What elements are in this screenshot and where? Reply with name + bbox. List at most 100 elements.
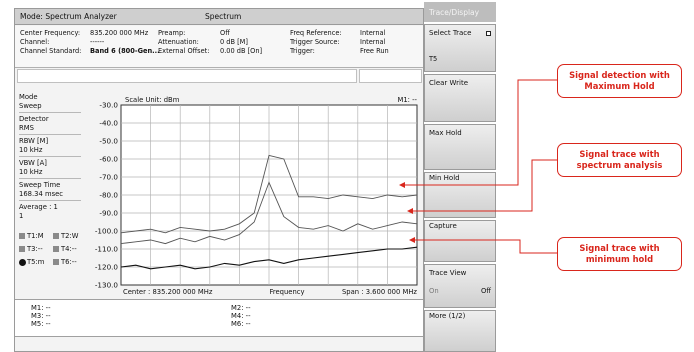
info-value: Free Run (360, 47, 389, 55)
info-label: Channel: (20, 38, 50, 46)
clear-write-button[interactable]: Clear Write (424, 74, 496, 122)
callout-max-hold: Signal detection with Maximum Hold (557, 64, 682, 98)
y-tick-label: -130.0 (95, 281, 119, 290)
arrow-max-hold (399, 79, 557, 188)
trace-2-icon (53, 233, 59, 239)
spectrum-analyzer-window: Mode: Spectrum Analyzer Spectrum Center … (14, 8, 424, 352)
mode-title: Mode: Spectrum Analyzer (20, 12, 117, 21)
trace-view-off-option: Off (480, 287, 491, 295)
measurement-info-panel: Center Frequency: 835.200 000 MHz Preamp… (15, 26, 423, 68)
info-label: External Offset: (158, 47, 210, 55)
info-value: Band 6 (800-Gen... (90, 47, 160, 55)
trace-4-label[interactable]: T4:-- (61, 245, 77, 253)
marker-1-readout: M1: -- (31, 304, 51, 312)
marker-2-readout: M2: -- (231, 304, 251, 312)
marker-readout-panel: M1: -- M3: -- M5: -- M2: -- M4: -- M6: -… (15, 299, 423, 337)
y-tick-label: -60.0 (99, 155, 118, 164)
marker-3-readout: M3: -- (31, 312, 51, 320)
arrow-min-hold (409, 237, 557, 254)
trace-6-label[interactable]: T6:-- (61, 258, 77, 266)
marker-6-readout: M6: -- (231, 320, 251, 328)
min-hold-button[interactable]: Min Hold (424, 172, 496, 218)
spectrum-trace (120, 181, 418, 245)
trace-5-label[interactable]: T5:m (27, 258, 45, 266)
select-trace-label: Select Trace (429, 29, 472, 37)
trace-view-label: Trace View (429, 269, 467, 277)
max-hold-label: Max Hold (429, 129, 462, 137)
callout-min-hold: Signal trace with minimum hold (557, 237, 682, 271)
info-label: Channel Standard: (20, 47, 82, 55)
info-value: Internal (360, 38, 386, 46)
divider (19, 156, 81, 157)
marker-5-readout: M5: -- (31, 320, 51, 328)
min-hold-trace (120, 246, 418, 270)
sweep-time-value: 168.34 msec (19, 190, 64, 198)
capture-label: Capture (429, 222, 457, 230)
divider (19, 178, 81, 179)
y-tick-label: -80.0 (99, 191, 118, 200)
softkey-menu-title: Trace/Display (424, 2, 496, 22)
y-tick-label: -40.0 (99, 119, 118, 128)
y-tick-label: -70.0 (99, 173, 118, 182)
max-hold-button[interactable]: Max Hold (424, 124, 496, 170)
trace-3-icon (19, 246, 25, 252)
submenu-icon (486, 31, 491, 36)
more-button[interactable]: More (1/2) (424, 310, 496, 352)
capture-button[interactable]: Capture (424, 220, 496, 262)
softkey-panel: Trace/Display Select Trace T5 Clear Writ… (424, 2, 496, 352)
max-hold-trace (120, 154, 418, 234)
average-label: Average : 1 (19, 203, 58, 211)
info-label: Trigger Source: (290, 38, 340, 46)
info-label: Preamp: (158, 29, 186, 37)
trace-4-icon (53, 246, 59, 252)
y-tick-label: -90.0 (99, 209, 118, 218)
trace-3-label[interactable]: T3:-- (27, 245, 43, 253)
scale-unit-label: Scale Unit: dBm (125, 96, 180, 104)
trace-6-icon (53, 259, 59, 265)
spectrum-chart: -30.0 -40.0 -50.0 -60.0 -70.0 -80.0 -90.0 -100.… (95, 96, 418, 296)
info-value: Off (220, 29, 230, 37)
vbw-label: VBW [A] (19, 159, 47, 167)
trace-view-on-option: On (429, 287, 439, 295)
mode-value: Sweep (19, 102, 42, 110)
span-label: Span : 3.600 000 MHz (342, 288, 417, 296)
x-axis-label: Frequency (269, 288, 304, 296)
sweep-time-label: Sweep Time (19, 181, 61, 189)
center-frequency-label: Center : 835.200 000 MHz (123, 288, 213, 296)
detector-value: RMS (19, 124, 34, 132)
marker-1-chart-readout: M1: -- (397, 96, 417, 104)
screen-title: Spectrum (205, 12, 242, 21)
status-strip-right (359, 69, 422, 83)
info-value: 835.200 000 MHz (90, 29, 149, 37)
y-tick-label: -30.0 (99, 101, 118, 110)
trace-1-icon (19, 233, 25, 239)
divider (19, 200, 81, 201)
y-tick-label: -100.0 (95, 227, 119, 236)
y-tick-label: -50.0 (99, 137, 118, 146)
mode-label: Mode (19, 93, 38, 101)
marker-4-readout: M4: -- (231, 312, 251, 320)
select-trace-value: T5 (429, 55, 438, 63)
trace-1-label[interactable]: T1:M (27, 232, 44, 240)
info-label: Freq Reference: (290, 29, 342, 37)
trace-5-active-icon (19, 259, 26, 266)
clear-write-label: Clear Write (429, 79, 469, 87)
info-value: 0 dB [M] (220, 38, 248, 46)
average-value: 1 (19, 212, 24, 220)
callout-spectrum: Signal trace with spectrum analysis (557, 143, 682, 177)
rbw-label: RBW [M] (19, 137, 49, 145)
info-value: ------ (90, 38, 105, 46)
info-value: Internal (360, 29, 386, 37)
parameter-panel: Mode Sweep Detector RMS RBW [M] 10 kHz V… (15, 85, 101, 295)
divider (19, 112, 81, 113)
status-strip (17, 69, 357, 83)
select-trace-button[interactable]: Select Trace T5 (424, 24, 496, 72)
trace-view-button[interactable]: Trace View On Off (424, 264, 496, 308)
y-tick-label: -120.0 (95, 263, 119, 272)
detector-label: Detector (19, 115, 49, 123)
trace-2-label[interactable]: T2:W (61, 232, 79, 240)
more-label: More (1/2) (429, 312, 466, 320)
min-hold-label: Min Hold (429, 174, 460, 182)
